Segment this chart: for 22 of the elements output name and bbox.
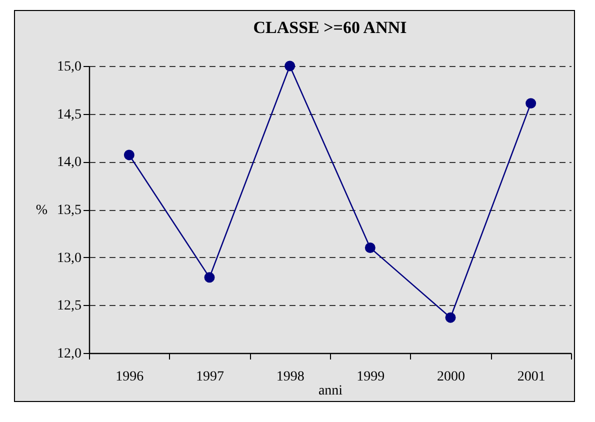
point [204, 272, 215, 283]
x-tick-label: 1999 [356, 370, 385, 384]
y-tick-label: 12,0 [57, 346, 82, 362]
x-tick-label: 1997 [196, 370, 224, 384]
x-tick-label: 1996 [116, 370, 144, 384]
y-tick-label: 13,0 [57, 250, 82, 266]
y-tick-label: 14,5 [57, 107, 82, 122]
point [526, 98, 536, 109]
point [284, 60, 296, 72]
point [445, 312, 456, 323]
y-tick-label: 15,0 [57, 60, 82, 74]
point [364, 242, 376, 253]
point [124, 150, 134, 160]
y-tick-label: 12,5 [57, 298, 82, 314]
x-tick-label: 1998 [276, 370, 304, 384]
y-tick-label: 13,5 [57, 203, 82, 218]
x-axis-title: anni [318, 384, 343, 398]
y-tick-label: 14,0 [57, 155, 82, 170]
x-tick-label: 2001 [517, 370, 546, 384]
chart-title: CLASSE >=60 ANNI [253, 18, 408, 37]
x-tick-label: 2000 [437, 370, 465, 384]
y-axis-title: % [36, 203, 48, 218]
